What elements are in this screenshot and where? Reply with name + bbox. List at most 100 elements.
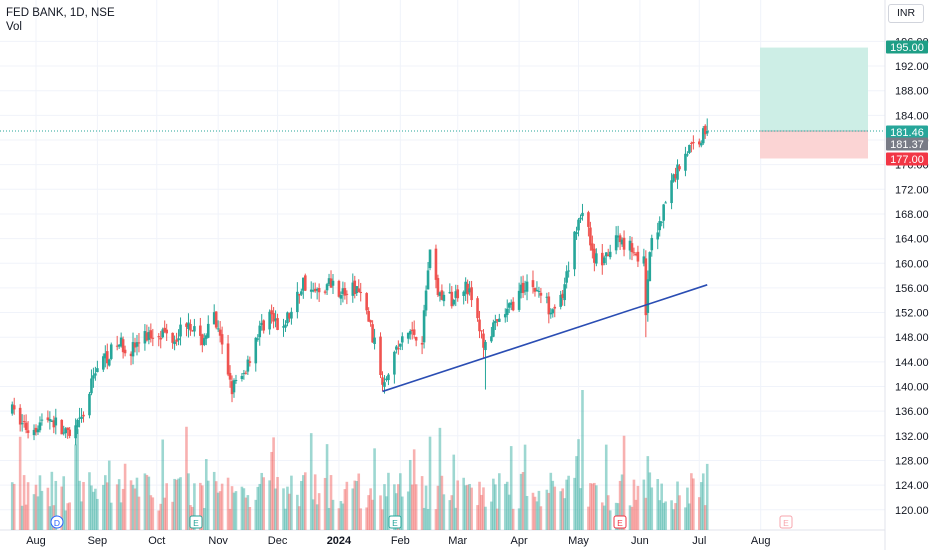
y-tick-label: 128.00	[895, 455, 929, 467]
volume-bar	[309, 433, 313, 530]
candle-body	[573, 231, 576, 270]
volume-bar	[561, 488, 564, 530]
volume-bar	[608, 510, 612, 530]
volume-bar	[551, 480, 555, 530]
candle-body	[151, 337, 155, 339]
candle-body	[595, 253, 598, 264]
stop-zone	[760, 131, 868, 159]
candle-body	[123, 349, 127, 354]
volume-bar	[428, 436, 432, 530]
candle-body	[107, 359, 111, 366]
volume-bar	[397, 484, 400, 530]
candle-body	[509, 302, 513, 305]
candle-body	[492, 322, 495, 337]
volume-bar	[135, 477, 139, 530]
volume-bar	[498, 473, 501, 530]
y-tick-label: 164.00	[895, 234, 929, 246]
volume-bar	[511, 508, 515, 530]
volume-bar	[173, 478, 176, 530]
candle-body	[547, 296, 551, 315]
volume-bar	[24, 504, 28, 530]
candle-body	[422, 310, 426, 343]
volume-bar	[464, 485, 467, 530]
volume-bar	[559, 491, 562, 530]
volume-label: Vol	[6, 21, 22, 33]
candle-body	[323, 291, 327, 293]
candle-body	[242, 373, 246, 375]
volume-bar	[272, 437, 275, 530]
candle-body	[559, 294, 562, 307]
candle-body	[325, 284, 329, 291]
candle-body	[131, 342, 135, 357]
candle-body	[206, 323, 210, 338]
volume-bar	[381, 509, 384, 530]
candle-body	[379, 336, 382, 376]
candle-body	[369, 320, 372, 323]
currency-button[interactable]: INR	[888, 4, 924, 23]
event-marker-earnings	[613, 515, 627, 529]
candle-body	[240, 375, 244, 380]
candle-body	[129, 353, 133, 357]
candle-body	[581, 212, 584, 217]
volume-bar	[410, 484, 414, 530]
candle-body	[298, 294, 301, 296]
volume-bar	[676, 481, 679, 530]
candle-body	[632, 252, 636, 254]
volume-bar	[123, 463, 127, 530]
candle-body	[470, 287, 473, 301]
volume-bar	[50, 471, 54, 530]
volume-bar	[535, 501, 539, 530]
candle-body	[232, 380, 236, 393]
candle-body	[117, 344, 121, 347]
candle-body	[644, 258, 648, 316]
volume-bar	[151, 497, 155, 530]
candle-body	[371, 324, 374, 343]
candle-body	[521, 282, 525, 293]
event-marker-label: E	[617, 518, 623, 528]
candle-body	[642, 256, 646, 264]
volume-bar	[149, 495, 153, 530]
candle-body	[381, 377, 384, 385]
volume-bar	[385, 496, 388, 530]
price-tag-label: 195.00	[890, 42, 924, 54]
volume-bar	[66, 503, 69, 530]
candle-body	[523, 290, 527, 292]
volume-bar	[102, 484, 105, 530]
candle-body	[64, 428, 67, 434]
candle-body	[567, 270, 570, 272]
candle-body	[539, 292, 543, 296]
price-tag-label: 181.37	[890, 139, 924, 151]
candle-body	[593, 248, 596, 263]
candle-body	[537, 290, 541, 292]
candle-body	[34, 427, 38, 433]
candle-body	[399, 343, 402, 347]
volume-bar	[424, 485, 428, 530]
volume-bar	[383, 484, 386, 530]
x-tick-label: Jun	[631, 535, 649, 547]
volume-bar	[234, 491, 238, 530]
candle-body	[274, 318, 277, 321]
candle-body	[203, 338, 206, 345]
candle-body	[90, 378, 93, 394]
candle-body	[616, 235, 620, 238]
y-tick-label: 136.00	[895, 406, 929, 418]
candle-body	[288, 313, 291, 319]
volume-bar	[220, 483, 224, 530]
volume-bar	[317, 493, 321, 530]
y-tick-label: 120.00	[895, 505, 929, 517]
candle-body	[614, 235, 618, 251]
volume-bar	[331, 499, 335, 530]
y-tick-label: 172.00	[895, 184, 929, 196]
volume-bar	[632, 479, 636, 530]
volume-bar	[452, 454, 456, 530]
volume-bar	[595, 485, 598, 530]
volume-bar	[351, 488, 355, 530]
candle-body	[228, 372, 232, 380]
candle-body	[395, 346, 398, 350]
volume-bar	[505, 481, 509, 530]
volume-bar	[300, 480, 303, 530]
candle-body	[22, 421, 26, 423]
volume-bar	[369, 488, 372, 530]
